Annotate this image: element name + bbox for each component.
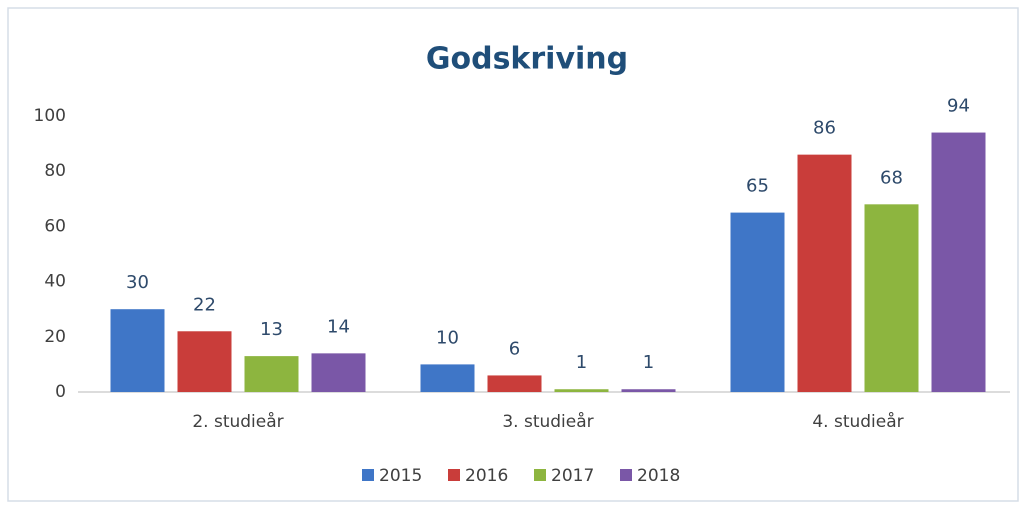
legend-label: 2016: [465, 466, 508, 486]
bar: [797, 154, 852, 392]
bar: [864, 204, 919, 392]
y-tick-label: 0: [55, 382, 66, 402]
y-tick-label: 40: [44, 272, 66, 292]
bar: [554, 389, 609, 392]
legend-swatch: [534, 469, 546, 481]
legend-swatch: [362, 469, 374, 481]
bar: [730, 212, 785, 392]
y-tick-label: 80: [44, 161, 66, 181]
data-label: 10: [436, 327, 459, 348]
bar: [177, 331, 232, 392]
legend-label: 2018: [637, 466, 680, 486]
bar: [244, 356, 299, 392]
bar: [931, 132, 986, 392]
data-label: 94: [947, 96, 970, 117]
bar: [420, 364, 475, 392]
data-label: 65: [746, 176, 769, 197]
data-label: 30: [126, 272, 149, 293]
y-tick-label: 100: [34, 106, 66, 126]
legend-label: 2015: [379, 466, 422, 486]
data-label: 86: [813, 118, 836, 139]
bar: [311, 353, 366, 392]
y-tick-label: 20: [44, 327, 66, 347]
data-label: 1: [643, 352, 654, 373]
data-label: 13: [260, 319, 283, 340]
x-tick-label: 2. studieår: [192, 411, 283, 432]
chart-title: Godskriving: [426, 42, 628, 77]
legend-label: 2017: [551, 466, 594, 486]
bar: [621, 389, 676, 392]
data-label: 68: [880, 167, 903, 188]
data-label: 6: [509, 338, 520, 359]
legend-swatch: [620, 469, 632, 481]
bar: [110, 309, 165, 392]
data-label: 1: [576, 352, 587, 373]
bar: [487, 375, 542, 392]
y-tick-label: 60: [44, 216, 66, 236]
x-tick-label: 3. studieår: [502, 411, 593, 432]
legend-swatch: [448, 469, 460, 481]
x-tick-label: 4. studieår: [812, 411, 903, 432]
data-label: 22: [193, 294, 216, 315]
data-label: 14: [327, 316, 350, 337]
